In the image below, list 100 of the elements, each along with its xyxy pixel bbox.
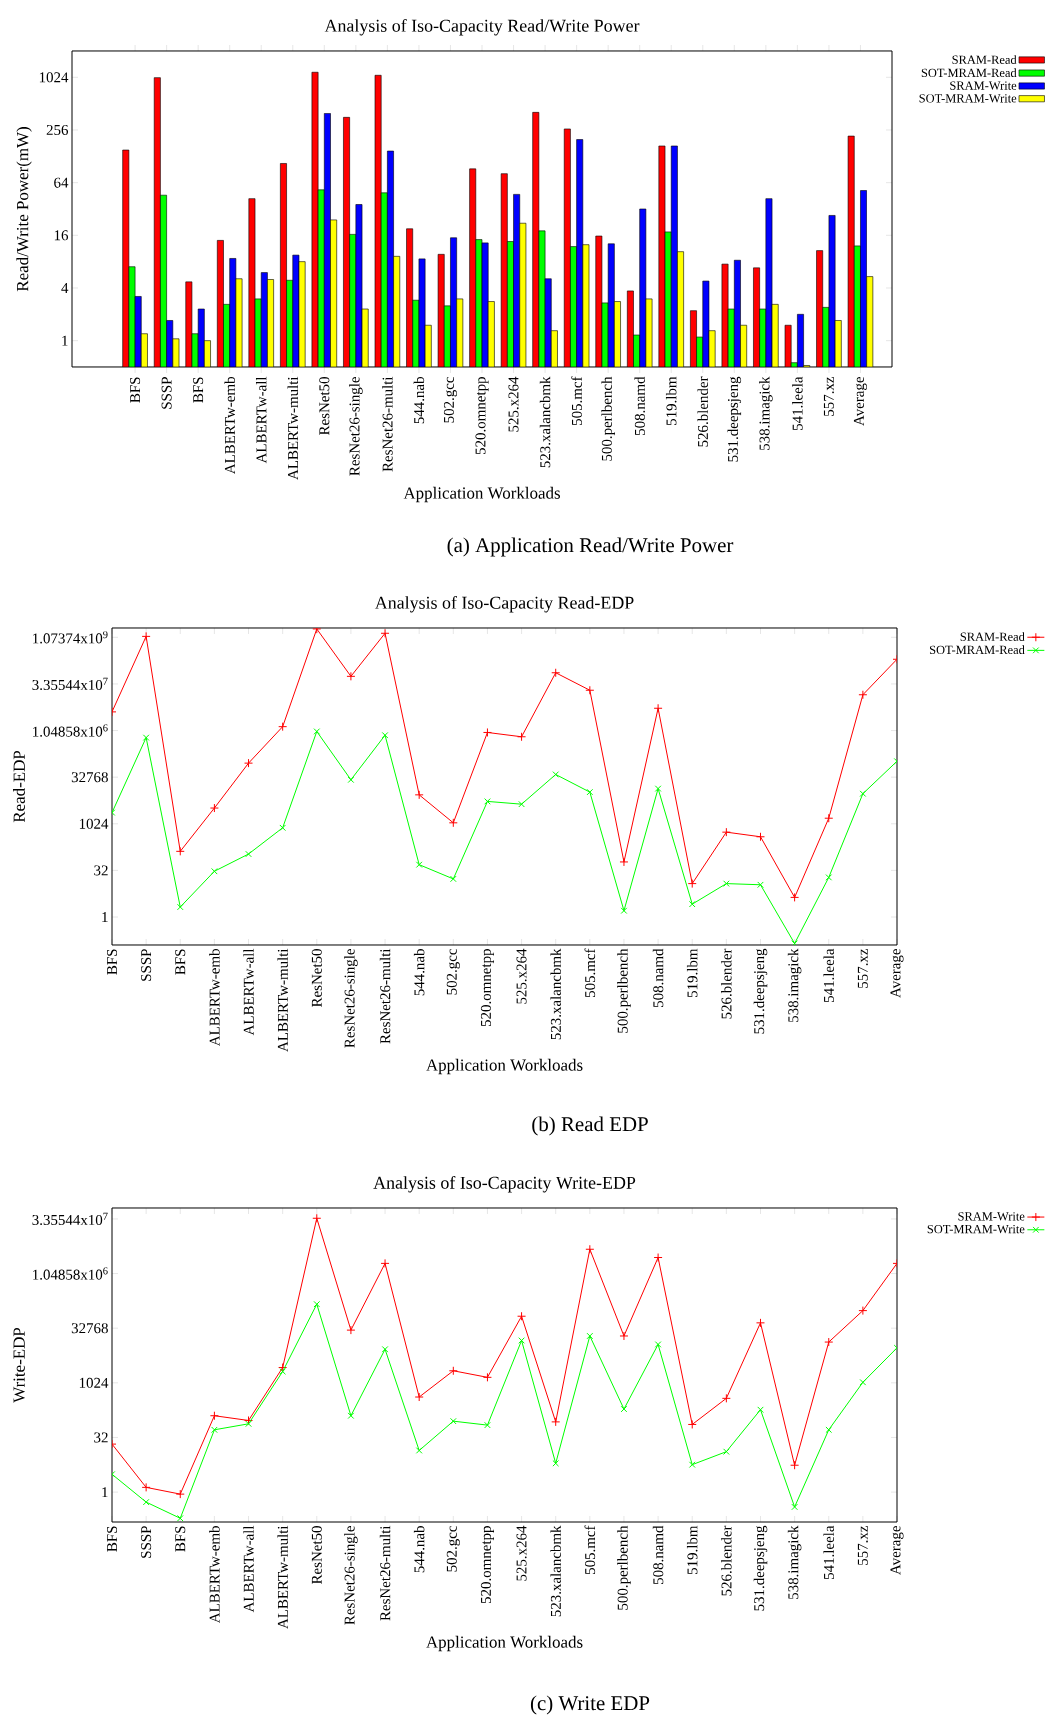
y-axis-title: Read/Write Power(mW) xyxy=(16,127,32,292)
point xyxy=(654,785,662,792)
point xyxy=(448,1366,458,1376)
point xyxy=(859,1378,867,1386)
point xyxy=(312,1213,322,1223)
legend-label: SRAM-Write xyxy=(958,1212,1025,1221)
x-tick-label: 557.xz xyxy=(857,948,868,988)
x-tick-label: 531.deepsjeng xyxy=(753,1525,768,1611)
chart-title: Analysis of Iso-Capacity Read-EDP xyxy=(374,596,634,613)
y-tick-label: 3.35544x10$^{7}$ xyxy=(32,677,108,691)
x-tick-label: 505.mcf xyxy=(584,1525,596,1575)
x-tick-label: 541.leela xyxy=(823,1525,835,1579)
x-tick-label: 500.perlbench xyxy=(601,376,615,461)
x-tick-label: ResNet26-multi xyxy=(382,376,393,472)
point xyxy=(209,1411,219,1421)
y-tick-label: 1 xyxy=(102,1487,108,1498)
point xyxy=(141,631,151,641)
point xyxy=(141,1482,151,1492)
point xyxy=(414,790,424,800)
y-tick-label: 1 xyxy=(102,912,108,922)
y-tick-label: 1024 xyxy=(79,1377,109,1388)
point xyxy=(687,1419,697,1429)
y-tick-label: 4 xyxy=(61,283,69,293)
x-tick-label: 526.blender xyxy=(721,948,732,1019)
chart-title: Analysis of Iso-Capacity Read/Write Power xyxy=(324,18,640,36)
point xyxy=(552,1460,560,1467)
point xyxy=(449,875,457,883)
x-tick-label: Average xyxy=(890,1526,904,1575)
x-tick-label: 508.namd xyxy=(652,1525,664,1584)
x-tick-label: 520.omnetpp xyxy=(480,949,495,1027)
point xyxy=(790,1460,800,1470)
x-tick-label: BFS xyxy=(106,949,118,975)
x-tick-label: BFS xyxy=(175,1526,186,1552)
point xyxy=(175,1489,185,1499)
chart-title: Analysis of Iso-Capacity Write-EDP xyxy=(373,1176,636,1193)
y-tick-label: 1.04858x10$^{6}$ xyxy=(33,724,108,737)
point xyxy=(381,1345,389,1353)
y-tick-label: 1.07374x10$^{9}$ xyxy=(33,631,108,644)
x-tick-label: 523.xalancbmk xyxy=(539,376,551,468)
x-tick-label: 519.lbm xyxy=(686,1525,698,1575)
point xyxy=(654,1341,662,1348)
point xyxy=(688,1461,696,1468)
x-tick-label: ALBERTw-multi xyxy=(287,376,299,480)
x-tick-label: ALBERTw-multi xyxy=(277,1525,288,1629)
x-tick-label: 526.blender xyxy=(721,1525,732,1596)
x-tick-label: 502.gcc xyxy=(446,1525,460,1572)
y-tick-label: 1 xyxy=(62,335,68,346)
x-tick-label: SSSP xyxy=(141,949,152,981)
point xyxy=(721,1393,731,1403)
x-tick-label: 519.lbm xyxy=(665,376,677,426)
point xyxy=(824,813,834,823)
point xyxy=(755,832,765,842)
x-tick-label: 523.xalancbmk xyxy=(550,1525,561,1617)
x-tick-label: ResNet26-single xyxy=(349,377,363,476)
point xyxy=(142,1498,150,1506)
x-tick-label: Average xyxy=(890,949,904,998)
y-tick-label: 32768 xyxy=(71,1323,108,1334)
y-tick-label: 1.04858x10$^{6}$ xyxy=(33,1267,108,1280)
legend-label: SRAM-Read xyxy=(960,632,1025,641)
x-tick-label: SSSP xyxy=(161,377,172,409)
y-tick-label: 64 xyxy=(54,177,69,188)
point xyxy=(175,846,185,856)
x-tick-label: Average xyxy=(853,377,868,426)
x-tick-label: 500.perlbench xyxy=(617,948,631,1033)
x-tick-label: 538.imagick xyxy=(759,376,773,450)
point xyxy=(347,776,355,784)
y-tick-label: 1024 xyxy=(79,818,109,829)
point xyxy=(346,1325,356,1335)
x-tick-label: ALBERTw-all xyxy=(243,1525,254,1613)
x-tick-label: BFS xyxy=(193,377,204,403)
x-tick-label: ResNet26-multi xyxy=(379,1525,391,1621)
point xyxy=(380,628,390,638)
text: (b) Read EDP xyxy=(532,1116,648,1136)
legend-label: SOT-MRAM-Read xyxy=(929,645,1025,655)
x-tick-label: 508.namd xyxy=(634,376,645,435)
point xyxy=(517,1311,527,1321)
point xyxy=(347,1412,355,1420)
x-tick-label: 500.perlbench xyxy=(617,1525,631,1610)
point xyxy=(518,800,525,808)
point xyxy=(448,818,458,828)
x-tick-label: 519.lbm xyxy=(686,948,698,998)
point xyxy=(449,1417,457,1425)
x-tick-label: ResNet50 xyxy=(319,377,330,435)
x-tick-label: 520.omnetpp xyxy=(475,377,489,455)
point xyxy=(757,881,764,889)
point xyxy=(723,880,730,887)
point xyxy=(824,1337,834,1347)
x-tick-label: 544.nab xyxy=(413,377,425,424)
x-tick-label: ALBERTw-multi xyxy=(277,948,288,1052)
x-tick-label: 508.namd xyxy=(652,948,664,1007)
point xyxy=(825,874,833,881)
point xyxy=(723,1448,730,1455)
x-axis-title: Application Workloads xyxy=(426,1058,583,1075)
point xyxy=(484,1421,491,1429)
legend-label: SOT-MRAM-Read xyxy=(921,68,1017,78)
point xyxy=(585,685,595,695)
point xyxy=(757,1406,764,1414)
x-tick-label: BFS xyxy=(106,1526,118,1552)
y-tick-label: 1024 xyxy=(39,72,69,83)
y-tick-label: 32 xyxy=(94,865,108,876)
